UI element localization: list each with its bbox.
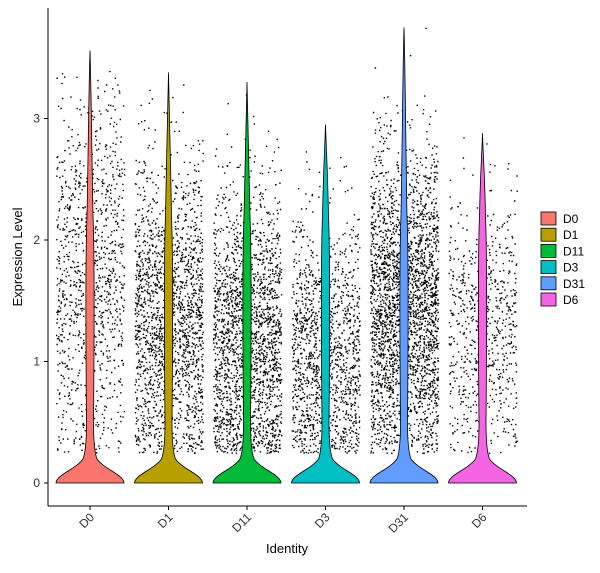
- violin-D6: [448, 133, 517, 484]
- axes: [47, 8, 527, 507]
- x-tick-label-D1: D1: [155, 510, 176, 531]
- legend-key-D0: [540, 211, 557, 226]
- y-tick-label: 0: [33, 476, 40, 490]
- violin-D3: [291, 124, 360, 484]
- x-tick-label-D3: D3: [312, 510, 333, 531]
- legend-label-D3: D3: [563, 261, 579, 275]
- violin-D0: [55, 50, 125, 484]
- x-tick-label-D0: D0: [76, 510, 97, 531]
- jitter-points: [56, 27, 518, 455]
- legend-label-D0: D0: [563, 212, 579, 226]
- legend-key-D1: [540, 227, 557, 242]
- violin-D31: [369, 27, 439, 484]
- x-axis-title: Identity: [266, 541, 308, 556]
- points-D1: [134, 84, 204, 455]
- legend-key-D3: [540, 260, 557, 275]
- legend-label-D31: D31: [563, 277, 585, 291]
- x-tick-label-D31: D31: [386, 510, 412, 536]
- legend-key-D11: [540, 243, 557, 258]
- legend-key-D31: [540, 276, 557, 291]
- y-axis-title: Expression Level: [10, 207, 25, 306]
- x-ticks: D0 D1 D11 D3 D31 D6: [76, 506, 490, 536]
- y-tick-label: 1: [33, 355, 40, 369]
- x-tick-label-D6: D6: [469, 510, 490, 531]
- y-tick-label: 3: [33, 112, 40, 126]
- x-tick-label-D11: D11: [229, 510, 254, 535]
- legend-key-D6: [540, 292, 557, 307]
- violin-D1: [134, 72, 203, 484]
- violins: [55, 27, 517, 484]
- y-ticks: 0 1 2 3: [33, 112, 48, 490]
- legend-label-D1: D1: [563, 228, 579, 242]
- legend: D0 D1 D11 D3 D31 D6: [540, 211, 585, 307]
- legend-label-D11: D11: [563, 244, 584, 258]
- legend-label-D6: D6: [563, 293, 579, 307]
- y-tick-label: 2: [33, 233, 40, 247]
- violin-D11: [212, 82, 282, 484]
- points-D11: [213, 94, 283, 454]
